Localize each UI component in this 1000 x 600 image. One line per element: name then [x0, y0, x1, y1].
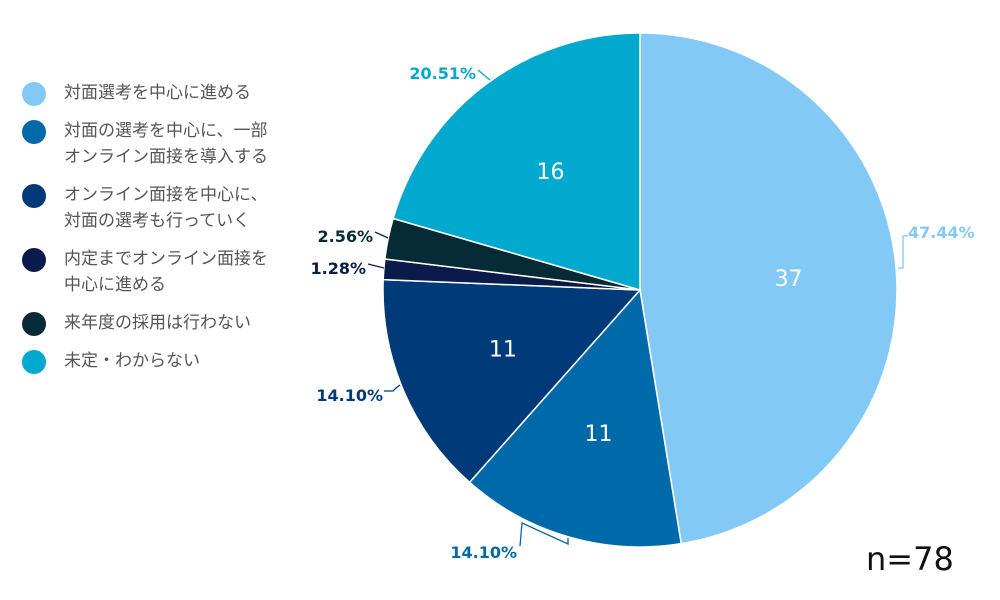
legend-swatch — [22, 184, 46, 208]
legend-label: 対面の選考を中心に、一部オンライン面接を導入する — [64, 121, 268, 167]
sample-size-label: n=78 — [866, 540, 954, 578]
leader-line — [374, 231, 389, 239]
pie-slice — [382, 278, 642, 484]
slice-percent-label: 2.56% — [317, 227, 373, 246]
legend-item: 内定までオンライン面接を中心に進める — [22, 246, 292, 298]
slice-percent-label: 20.51% — [409, 64, 476, 83]
pie-slice — [639, 32, 898, 545]
slice-percent-label: 47.44% — [908, 223, 975, 242]
slice-value-label: 37 — [775, 267, 803, 292]
legend-item: 対面選考を中心に進める — [22, 80, 292, 106]
slice-value-label: 11 — [585, 422, 613, 447]
leader-line — [367, 263, 385, 269]
leader-line — [898, 235, 908, 269]
legend-label: 内定までオンライン面接を中心に進める — [64, 249, 268, 295]
legend-item: 来年度の採用は行わない — [22, 310, 292, 336]
legend-swatch — [22, 248, 46, 272]
pie-slice — [468, 288, 683, 548]
legend-swatch — [22, 120, 46, 144]
leader-line — [384, 384, 401, 392]
legend: 対面選考を中心に進める 対面の選考を中心に、一部オンライン面接を導入する オンラ… — [22, 80, 292, 386]
legend-item: オンライン面接を中心に、対面の選考も行っていく — [22, 182, 292, 234]
legend-label: 未定・わからない — [64, 351, 200, 371]
leader-line — [519, 522, 569, 547]
slice-percent-label: 1.28% — [310, 259, 366, 278]
legend-swatch — [22, 350, 46, 374]
legend-item: 未定・わからない — [22, 348, 292, 374]
slice-percent-label: 14.10% — [450, 543, 517, 562]
legend-label: 来年度の採用は行わない — [64, 313, 251, 333]
slice-percent-label: 14.10% — [316, 386, 383, 405]
slice-value-label: 11 — [489, 337, 517, 362]
legend-label: オンライン面接を中心に、対面の選考も行っていく — [64, 185, 268, 231]
leader-line — [477, 69, 491, 81]
legend-item: 対面の選考を中心に、一部オンライン面接を導入する — [22, 118, 292, 170]
legend-swatch — [22, 312, 46, 336]
slice-value-label: 16 — [536, 160, 564, 185]
legend-swatch — [22, 82, 46, 106]
legend-label: 対面選考を中心に進める — [64, 83, 251, 103]
pie-slice — [392, 32, 641, 291]
